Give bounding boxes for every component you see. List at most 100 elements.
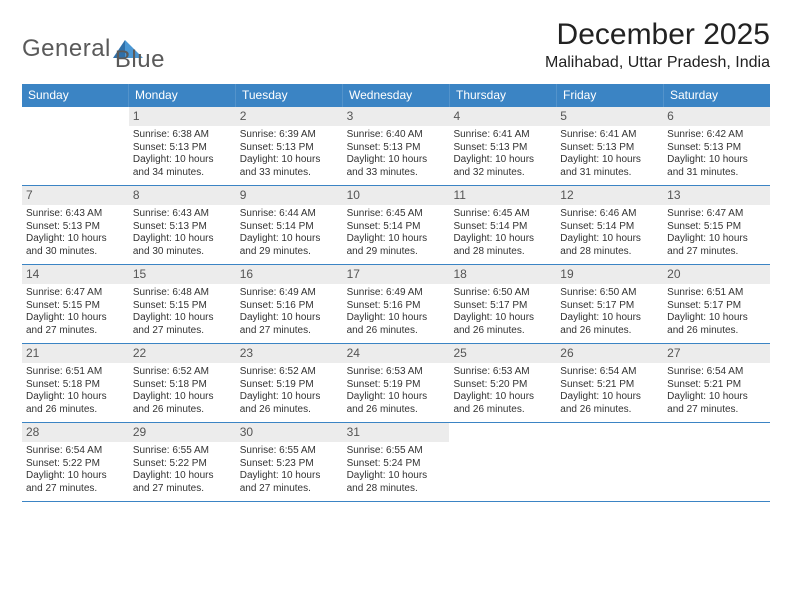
sunset-text: Sunset: 5:13 PM (133, 142, 232, 155)
day-cell: 4Sunrise: 6:41 AMSunset: 5:13 PMDaylight… (449, 107, 556, 185)
sunrise-text: Sunrise: 6:50 AM (453, 287, 552, 300)
sunset-text: Sunset: 5:20 PM (453, 379, 552, 392)
daylight-text: Daylight: 10 hours and 27 minutes. (667, 233, 766, 258)
sunrise-text: Sunrise: 6:54 AM (26, 445, 125, 458)
day-cell: 10Sunrise: 6:45 AMSunset: 5:14 PMDayligh… (343, 186, 450, 264)
sunrise-text: Sunrise: 6:44 AM (240, 208, 339, 221)
sunset-text: Sunset: 5:14 PM (453, 221, 552, 234)
daylight-text: Daylight: 10 hours and 27 minutes. (240, 470, 339, 495)
day-cell: 16Sunrise: 6:49 AMSunset: 5:16 PMDayligh… (236, 265, 343, 343)
daylight-text: Daylight: 10 hours and 27 minutes. (240, 312, 339, 337)
day-number: 12 (556, 186, 663, 205)
day-number: 6 (663, 107, 770, 126)
sunset-text: Sunset: 5:13 PM (26, 221, 125, 234)
day-number: 17 (343, 265, 450, 284)
daylight-text: Daylight: 10 hours and 29 minutes. (240, 233, 339, 258)
sunset-text: Sunset: 5:17 PM (453, 300, 552, 313)
daylight-text: Daylight: 10 hours and 32 minutes. (453, 154, 552, 179)
sunrise-text: Sunrise: 6:55 AM (240, 445, 339, 458)
daylight-text: Daylight: 10 hours and 33 minutes. (347, 154, 446, 179)
day-number: 14 (22, 265, 129, 284)
week-row: 28Sunrise: 6:54 AMSunset: 5:22 PMDayligh… (22, 423, 770, 502)
logo: General Blue (22, 24, 165, 74)
sunset-text: Sunset: 5:23 PM (240, 458, 339, 471)
day-number: 10 (343, 186, 450, 205)
sunset-text: Sunset: 5:18 PM (133, 379, 232, 392)
sunrise-text: Sunrise: 6:51 AM (667, 287, 766, 300)
daylight-text: Daylight: 10 hours and 26 minutes. (26, 391, 125, 416)
page-subtitle: Malihabad, Uttar Pradesh, India (545, 54, 770, 72)
week-row: 14Sunrise: 6:47 AMSunset: 5:15 PMDayligh… (22, 265, 770, 344)
sunset-text: Sunset: 5:13 PM (240, 142, 339, 155)
daylight-text: Daylight: 10 hours and 26 minutes. (667, 312, 766, 337)
week-row: 21 Sunrise: 6:51 AM Sunset: 5:18 PM Dayligh… (22, 344, 770, 423)
day-number: 29 (129, 423, 236, 442)
sunset-text: Sunset: 5:24 PM (347, 458, 446, 471)
day-cell (556, 423, 663, 501)
day-number: 11 (449, 186, 556, 205)
sunset-text: Sunset: 5:15 PM (667, 221, 766, 234)
daylight-text: Daylight: 10 hours and 26 minutes. (347, 391, 446, 416)
day-number: 4 (449, 107, 556, 126)
sunset-text: Sunset: 5:13 PM (453, 142, 552, 155)
day-number: 25 (449, 344, 556, 363)
day-cell: 13Sunrise: 6:47 AMSunset: 5:15 PMDayligh… (663, 186, 770, 264)
daylight-text: Daylight: 10 hours and 26 minutes. (240, 391, 339, 416)
day-cell: 31Sunrise: 6:55 AMSunset: 5:24 PMDayligh… (343, 423, 450, 501)
day-number: 30 (236, 423, 343, 442)
sunset-text: Sunset: 5:17 PM (560, 300, 659, 313)
day-cell: 29Sunrise: 6:55 AMSunset: 5:22 PMDayligh… (129, 423, 236, 501)
calendar: SundayMondayTuesdayWednesdayThursdayFrid… (22, 84, 770, 502)
daylight-text: Daylight: 10 hours and 34 minutes. (133, 154, 232, 179)
day-cell: 26Sunrise: 6:54 AMSunset: 5:21 PMDayligh… (556, 344, 663, 422)
sunrise-text: Sunrise: 6:38 AM (133, 129, 232, 142)
day-cell: 8Sunrise: 6:43 AMSunset: 5:13 PMDaylight… (129, 186, 236, 264)
day-cell: 17Sunrise: 6:49 AMSunset: 5:16 PMDayligh… (343, 265, 450, 343)
sunset-text: Sunset: 5:15 PM (133, 300, 232, 313)
day-cell (449, 423, 556, 501)
daylight-text: Daylight: 10 hours and 26 minutes. (453, 391, 552, 416)
day-cell: 27Sunrise: 6:54 AMSunset: 5:21 PMDayligh… (663, 344, 770, 422)
daylight-text: Daylight: 10 hours and 29 minutes. (347, 233, 446, 258)
daylight-text: Daylight: 10 hours and 26 minutes. (560, 391, 659, 416)
logo-word1: General (22, 35, 111, 63)
day-cell: 21Sunrise: 6:51 AMSunset: 5:18 PMDayligh… (22, 344, 129, 422)
sunrise-text: Sunrise: 6:45 AM (453, 208, 552, 221)
daylight-text: Daylight: 10 hours and 27 minutes. (26, 470, 125, 495)
header: General Blue December 2025 Malihabad, Ut… (22, 18, 770, 74)
sunrise-text: Sunrise: 6:41 AM (560, 129, 659, 142)
daylight-text: Daylight: 10 hours and 30 minutes. (26, 233, 125, 258)
day-number: 26 (556, 344, 663, 363)
sunrise-text: Sunrise: 6:49 AM (347, 287, 446, 300)
sunset-text: Sunset: 5:22 PM (133, 458, 232, 471)
sunrise-text: Sunrise: 6:46 AM (560, 208, 659, 221)
day-number: 21 (22, 344, 129, 363)
day-number: 8 (129, 186, 236, 205)
sunset-text: Sunset: 5:22 PM (26, 458, 125, 471)
day-number: 9 (236, 186, 343, 205)
sunrise-text: Sunrise: 6:52 AM (133, 366, 232, 379)
dow-cell: Wednesday (343, 84, 450, 107)
dow-cell: Tuesday (236, 84, 343, 107)
sunrise-text: Sunrise: 6:51 AM (26, 366, 125, 379)
day-cell: 3Sunrise: 6:40 AMSunset: 5:13 PMDaylight… (343, 107, 450, 185)
sunset-text: Sunset: 5:21 PM (667, 379, 766, 392)
daylight-text: Daylight: 10 hours and 33 minutes. (240, 154, 339, 179)
daylight-text: Daylight: 10 hours and 27 minutes. (667, 391, 766, 416)
sunset-text: Sunset: 5:13 PM (667, 142, 766, 155)
daylight-text: Daylight: 10 hours and 26 minutes. (347, 312, 446, 337)
daylight-text: Daylight: 10 hours and 26 minutes. (453, 312, 552, 337)
sunrise-text: Sunrise: 6:42 AM (667, 129, 766, 142)
dow-cell: Friday (557, 84, 664, 107)
daylight-text: Daylight: 10 hours and 27 minutes. (133, 312, 232, 337)
day-number: 24 (343, 344, 450, 363)
day-number: 19 (556, 265, 663, 284)
day-of-week-row: SundayMondayTuesdayWednesdayThursdayFrid… (22, 84, 770, 107)
day-cell: 25 Sunrise: 6:53 AMSunset: 5:20 PMDayligh… (449, 344, 556, 422)
sunrise-text: Sunrise: 6:53 AM (453, 366, 552, 379)
sunset-text: Sunset: 5:13 PM (560, 142, 659, 155)
daylight-text: Daylight: 10 hours and 28 minutes. (453, 233, 552, 258)
sunset-text: Sunset: 5:13 PM (347, 142, 446, 155)
sunrise-text: Sunrise: 6:54 AM (667, 366, 766, 379)
sunset-text: Sunset: 5:14 PM (240, 221, 339, 234)
